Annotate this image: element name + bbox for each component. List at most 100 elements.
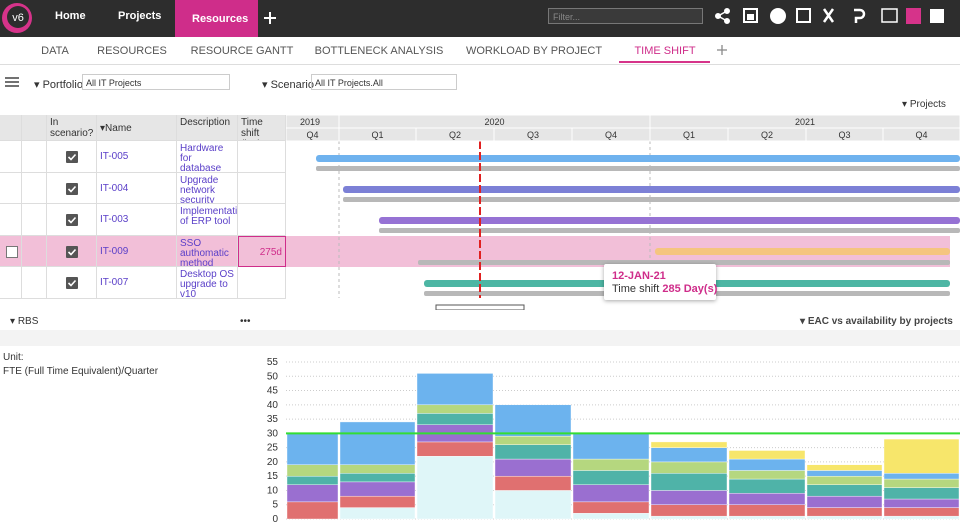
scenario-select[interactable]: All IT Projects.All bbox=[311, 74, 457, 90]
bar-segment bbox=[494, 444, 572, 460]
quarter-label: Q4 bbox=[306, 130, 318, 140]
settings-icon[interactable] bbox=[5, 76, 19, 88]
bar-segment bbox=[728, 504, 806, 517]
quarter-label: Q2 bbox=[761, 130, 773, 140]
active-underline bbox=[619, 61, 710, 63]
bar-segment bbox=[339, 464, 416, 474]
table-cell bbox=[238, 204, 286, 236]
year-label: 2021 bbox=[795, 117, 815, 127]
band bbox=[0, 330, 960, 346]
bar-segment bbox=[494, 404, 572, 437]
checkbox[interactable] bbox=[66, 214, 78, 226]
bar-segment bbox=[883, 478, 960, 488]
bar-segment bbox=[806, 484, 883, 497]
nav-tab[interactable]: Resources bbox=[192, 13, 249, 25]
table-cell bbox=[238, 267, 286, 299]
bar-segment bbox=[572, 513, 650, 520]
sub-tab[interactable]: WORKLOAD BY PROJECT bbox=[465, 45, 603, 57]
bar-segment bbox=[806, 495, 883, 508]
header-cell: In scenario? bbox=[47, 115, 97, 141]
portfolio-select[interactable]: All IT Projects bbox=[82, 74, 230, 90]
top-nav bbox=[0, 0, 960, 37]
y-tick-label: 40 bbox=[267, 400, 279, 411]
bar-segment bbox=[286, 484, 339, 503]
bar-segment bbox=[883, 487, 960, 500]
unit-text: FTE (Full Time Equivalent)/Quarter bbox=[3, 366, 159, 377]
rbs-header[interactable]: ▾ RBS bbox=[10, 316, 39, 327]
y-tick-label: 5 bbox=[272, 500, 278, 511]
y-tick-label: 45 bbox=[267, 386, 279, 397]
y-tick-label: 25 bbox=[267, 443, 279, 454]
nav-tab[interactable]: Home bbox=[55, 10, 86, 22]
tooltip-value: 285 Day(s) bbox=[662, 283, 718, 295]
scenario-label: ▾ Scenario bbox=[262, 79, 314, 91]
more[interactable]: ••• bbox=[240, 316, 251, 327]
active-tab-bg bbox=[175, 0, 258, 37]
bar-segment bbox=[416, 441, 494, 457]
table-cell bbox=[238, 172, 286, 204]
table-cell bbox=[0, 141, 22, 173]
quarter-label: Q1 bbox=[371, 130, 383, 140]
table-cell: IT-005 bbox=[97, 141, 177, 173]
tooltip-date: 12-JAN-21 bbox=[612, 270, 666, 282]
logo: v6 bbox=[2, 3, 32, 33]
tooltip: 12-JAN-21 Time shift 285 Day(s) bbox=[604, 264, 718, 300]
chart-panel[interactable]: ▾ EAC vs availability by projects bbox=[800, 316, 953, 327]
bar-segment bbox=[650, 461, 728, 474]
bar-segment bbox=[650, 490, 728, 505]
quarter-label: Q3 bbox=[838, 130, 850, 140]
bar-segment bbox=[728, 493, 806, 505]
y-tick-label: 35 bbox=[267, 414, 279, 425]
add-subtab[interactable] bbox=[716, 44, 728, 56]
checkbox[interactable] bbox=[66, 277, 78, 289]
y-tick-label: 0 bbox=[272, 514, 278, 525]
sub-tab[interactable]: BOTTLENECK ANALYSIS bbox=[314, 45, 444, 57]
table-cell: Desktop OS upgrade to v10 bbox=[177, 267, 238, 299]
nav-tab[interactable]: Projects bbox=[118, 10, 162, 22]
quarter-label: Q1 bbox=[683, 130, 695, 140]
splitter[interactable] bbox=[435, 304, 525, 310]
grouping[interactable]: ▾ Projects bbox=[902, 99, 946, 110]
checkbox[interactable] bbox=[66, 151, 78, 163]
bar-segment bbox=[572, 501, 650, 514]
y-tick-label: 50 bbox=[267, 371, 279, 382]
table-cell bbox=[22, 141, 47, 173]
y-tick-label: 55 bbox=[267, 357, 279, 368]
bar-segment bbox=[883, 438, 960, 474]
sub-tab[interactable]: RESOURCES bbox=[97, 45, 167, 57]
scenario-label-text: Scenario bbox=[270, 79, 314, 91]
bar-segment bbox=[339, 473, 416, 483]
quarter-label: Q4 bbox=[915, 130, 927, 140]
table-cell: 275d bbox=[238, 235, 286, 267]
table-cell: SSO authomatic method bbox=[177, 235, 238, 267]
checkbox[interactable] bbox=[6, 245, 18, 258]
quarter-label: Q4 bbox=[605, 130, 617, 140]
checkbox[interactable] bbox=[66, 182, 78, 195]
bar-segment bbox=[494, 475, 572, 491]
table-cell bbox=[22, 267, 47, 299]
table-cell: IT-003 bbox=[97, 204, 177, 236]
checkbox[interactable] bbox=[66, 245, 78, 258]
header-cell: Time shift (lag) bbox=[238, 115, 286, 141]
y-tick-label: 15 bbox=[267, 471, 279, 482]
bar-segment bbox=[572, 484, 650, 503]
sub-tab[interactable]: DATA bbox=[41, 45, 69, 57]
bar-segment bbox=[650, 473, 728, 491]
filter-input[interactable]: Filter... bbox=[548, 8, 703, 24]
table-cell bbox=[47, 267, 97, 299]
y-tick-label: 20 bbox=[267, 457, 279, 468]
bar-segment bbox=[806, 470, 883, 477]
add-tab[interactable] bbox=[263, 11, 277, 25]
table-cell bbox=[22, 172, 47, 204]
bar-segment bbox=[494, 490, 572, 520]
bar-segment bbox=[728, 458, 806, 471]
sub-tab[interactable]: TIME SHIFT bbox=[634, 45, 696, 57]
portfolio-label: ▾ Portfolio bbox=[34, 79, 83, 91]
unit-label: Unit: bbox=[3, 352, 24, 363]
bar-segment bbox=[416, 424, 494, 443]
sub-tab[interactable]: RESOURCE GANTT bbox=[190, 45, 294, 57]
table-cell: IT-007 bbox=[97, 267, 177, 299]
bar-segment bbox=[286, 433, 339, 465]
bar-segment bbox=[572, 433, 650, 460]
bar-segment bbox=[806, 475, 883, 485]
